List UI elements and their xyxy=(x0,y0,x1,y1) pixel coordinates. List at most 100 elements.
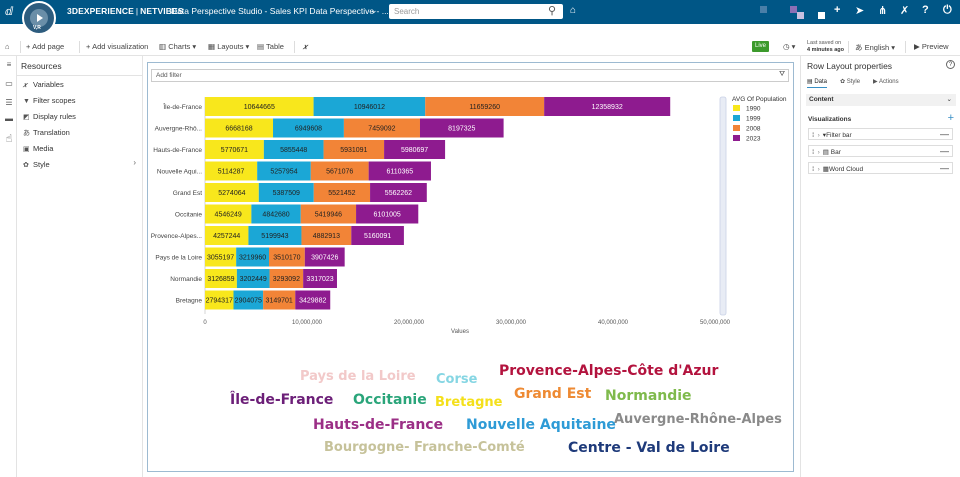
filter-icon[interactable]: ⛛ xyxy=(779,71,785,78)
chevron-right-icon: › xyxy=(817,166,820,173)
word-cloud-word[interactable]: Centre - Val de Loire xyxy=(568,440,730,456)
chevron-down-icon[interactable]: ⌄ xyxy=(370,5,378,15)
word-cloud-word[interactable]: Corse xyxy=(436,372,478,387)
layers-icon[interactable]: ≡ xyxy=(6,60,12,69)
chevron-right-icon[interactable]: › xyxy=(133,158,136,167)
data-label: 2904075 xyxy=(235,298,262,305)
remove-icon[interactable]: — xyxy=(940,163,949,173)
add-visualization-button[interactable]: + Add visualization xyxy=(86,42,149,51)
word-cloud-word[interactable]: Grand Est xyxy=(514,386,592,402)
tag-icon[interactable]: ⌂ xyxy=(570,5,577,16)
bar-segment xyxy=(205,269,237,288)
app-title[interactable]: Data Perspective Studio - Sales KPI Data… xyxy=(171,6,389,16)
monitor-icon[interactable]: ▭ xyxy=(5,79,13,88)
legend-swatch xyxy=(733,115,740,121)
resource-item-translation[interactable]: あ Translation xyxy=(23,128,70,137)
charts-menu[interactable]: ▥ Charts ▾ xyxy=(159,42,197,51)
compass-label: V,R xyxy=(33,25,41,31)
bar-segment xyxy=(370,183,427,202)
add-page-button[interactable]: + Add page xyxy=(26,42,65,51)
word-cloud-word[interactable]: Auvergne-Rhône-Alpes xyxy=(614,412,782,427)
add-visualization-icon[interactable]: + xyxy=(947,112,954,124)
viz-row-bar[interactable]: ⁞⁞ › ▤ Bar — xyxy=(808,145,953,157)
help-icon[interactable]: ? xyxy=(922,4,929,16)
translation-icon: あ xyxy=(23,130,30,137)
filter-bar-icon: ▾ xyxy=(822,132,827,139)
drag-handle-icon: ⁞⁞ xyxy=(812,132,814,139)
remove-icon[interactable]: — xyxy=(940,146,949,156)
preview-button[interactable]: ▶ Preview xyxy=(914,42,949,51)
table-button[interactable]: ▤ Table xyxy=(257,42,284,51)
word-cloud-word[interactable]: Hauts-de-France xyxy=(313,417,444,433)
help-icon[interactable]: ? xyxy=(946,60,955,69)
search-icon[interactable]: ⚲ xyxy=(548,5,557,17)
data-label: 5931091 xyxy=(340,147,367,154)
bar-segment xyxy=(205,140,264,159)
word-cloud-word[interactable]: Normandie xyxy=(605,388,692,404)
content-section[interactable]: Content ⌄ xyxy=(806,94,956,106)
style-icon: ✿ xyxy=(840,79,846,85)
pixel-decoration xyxy=(790,6,797,13)
resource-item-style[interactable]: ✿ Style xyxy=(23,160,50,169)
bar-segment xyxy=(263,290,296,310)
resource-item-media[interactable]: ▣ Media xyxy=(23,144,54,153)
data-label: 8197325 xyxy=(448,126,475,133)
network-icon[interactable]: ⋔ xyxy=(878,5,888,17)
tools-icon[interactable]: ✗ xyxy=(900,5,910,17)
history-icon[interactable]: ◷ ▾ xyxy=(783,42,796,51)
bar-segment xyxy=(205,161,258,181)
remove-icon[interactable]: — xyxy=(940,129,949,139)
resource-item-variables[interactable]: 𝑥 Variables xyxy=(23,80,64,89)
bar-segment xyxy=(323,140,385,159)
chevron-down-icon: ⌄ xyxy=(946,96,952,103)
word-cloud-word[interactable]: Occitanie xyxy=(353,392,427,408)
add-icon[interactable]: + xyxy=(834,4,841,16)
layout-icon: ▦ xyxy=(208,42,216,51)
bar-segment xyxy=(269,247,305,267)
word-cloud[interactable]: Pays de la Loire Corse Provence-Alpes-Côte… xyxy=(148,335,793,472)
data-label: 4882913 xyxy=(313,233,340,240)
x-axis-title: Values xyxy=(451,329,469,334)
word-cloud-word[interactable]: Bourgogne- Franche-Comté xyxy=(324,440,525,455)
word-cloud-word[interactable]: Provence-Alpes-Côte d'Azur xyxy=(499,363,719,379)
data-label: 4546249 xyxy=(215,212,242,219)
ds-logo-icon[interactable]: ⅆ xyxy=(5,6,13,18)
bar-segment xyxy=(313,183,371,202)
word-cloud-word[interactable]: Nouvelle Aquitaine xyxy=(466,417,616,433)
x-tick-label: 10,000,000 xyxy=(292,320,323,326)
category-label: Bretagne xyxy=(176,298,203,305)
layouts-menu[interactable]: ▦ Layouts ▾ xyxy=(208,42,250,51)
tab-data[interactable]: ▤ Data xyxy=(807,78,828,88)
compass-icon[interactable]: V,R xyxy=(22,1,56,35)
share-icon[interactable]: ➤ xyxy=(855,5,865,17)
word-cloud-word[interactable]: Pays de la Loire xyxy=(300,369,416,384)
bar-segment xyxy=(310,161,369,181)
viz-row-word-cloud[interactable]: ⁞⁞ › ▦Word Cloud — xyxy=(808,162,953,174)
fx-icon[interactable]: 𝑥 xyxy=(303,42,308,51)
word-cloud-word[interactable]: Île-de-France xyxy=(230,392,334,408)
data-label: 6101005 xyxy=(374,212,401,219)
resource-item-filter-scopes[interactable]: ▼ Filter scopes xyxy=(23,96,76,105)
resources-panel: Resources 𝑥 Variables ▼ Filter scopes ◩ Dis… xyxy=(17,56,143,477)
search-input[interactable]: Search xyxy=(389,4,563,19)
live-badge[interactable]: Live xyxy=(752,41,769,52)
bar-segment xyxy=(273,118,344,138)
bar-chart[interactable]: Île-de-France 10644665 10946012 11659260 123… xyxy=(148,87,793,334)
bar-chart-icon: ▥ xyxy=(159,42,167,51)
data-label: 11659260 xyxy=(469,104,500,111)
language-select[interactable]: あ English ▾ xyxy=(855,43,896,52)
power-icon[interactable]: ⏻ xyxy=(943,4,952,16)
bar-segment xyxy=(301,226,352,245)
filter-bar[interactable]: Add filter ⛛ xyxy=(151,69,789,82)
home-icon[interactable]: ⌂ xyxy=(5,42,10,51)
viz-row-filter-bar[interactable]: ⁞⁞ › ▾Filter bar — xyxy=(808,128,953,140)
legend-scrollbar xyxy=(719,96,727,316)
word-cloud-word[interactable]: Bretagne xyxy=(435,395,503,410)
tab-style[interactable]: ✿ Style xyxy=(840,79,861,85)
bar-segment xyxy=(257,161,311,181)
list-icon[interactable]: ☰ xyxy=(5,98,13,107)
tab-actions[interactable]: ▶ Actions xyxy=(873,79,899,85)
resource-item-display-rules[interactable]: ◩ Display rules xyxy=(23,112,76,121)
database-icon[interactable]: ▬ xyxy=(5,114,13,123)
data-label: 3202449 xyxy=(240,276,267,283)
